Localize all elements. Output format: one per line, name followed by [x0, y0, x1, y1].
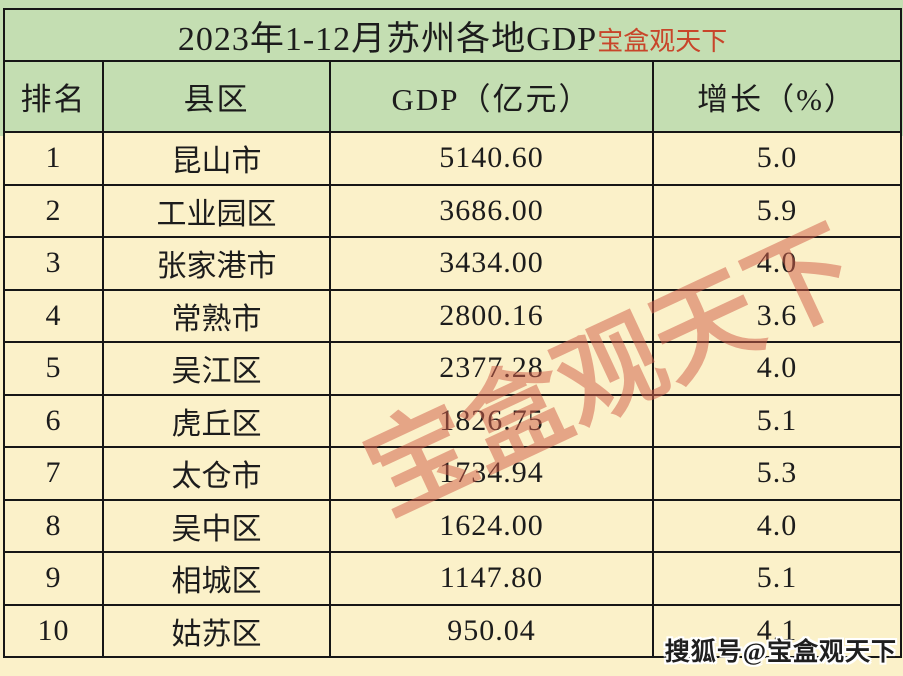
column-header-growth: 增长（%）: [651, 60, 903, 133]
table-row: 7 太仓市 1734.94 5.3: [3, 446, 903, 501]
cell-district: 张家港市: [102, 236, 331, 291]
cell-growth: 5.1: [651, 393, 903, 448]
column-header-gdp: GDP（亿元）: [329, 60, 654, 133]
page-title: 2023年1-12月苏州各地GDP: [177, 20, 598, 58]
cell-rank: 10: [3, 603, 104, 658]
table-title-cell: 2023年1-12月苏州各地GDP宝盒观天下: [2, 8, 903, 62]
table-row: 1 昆山市 5140.60 5.0: [3, 131, 903, 186]
cell-rank: 7: [3, 446, 104, 501]
cell-rank: 4: [3, 288, 104, 343]
table-row: 3 张家港市 3434.00 4.0: [3, 236, 903, 291]
cell-growth: 5.9: [651, 183, 903, 238]
cell-district: 常熟市: [102, 288, 331, 343]
cell-growth: 5.0: [651, 131, 903, 186]
cell-gdp: 2377.28: [329, 341, 654, 396]
cell-gdp: 5140.60: [329, 131, 654, 186]
bottom-right-watermark: 搜狐号@宝盒观天下: [664, 639, 897, 666]
cell-gdp: 1147.80: [329, 551, 654, 606]
cell-district: 吴中区: [102, 498, 331, 553]
cell-district: 相城区: [102, 551, 331, 606]
cell-growth: 4.0: [651, 498, 903, 553]
table-row: 2 工业园区 3686.00 5.9: [3, 183, 903, 238]
column-header-district: 县区: [102, 60, 331, 133]
table-row: 10 姑苏区 950.04 4.1: [3, 603, 903, 658]
cell-gdp: 2800.16: [329, 288, 654, 343]
cell-district: 太仓市: [102, 446, 331, 501]
column-header-rank: 排名: [3, 60, 104, 133]
cell-rank: 1: [3, 131, 104, 186]
cell-district: 虎丘区: [102, 393, 331, 448]
cell-gdp: 1624.00: [329, 498, 654, 553]
table-header-row: 排名 县区 GDP（亿元） 增长（%）: [3, 60, 903, 133]
cell-district: 工业园区: [102, 183, 331, 238]
table-title-row: 2023年1-12月苏州各地GDP宝盒观天下: [2, 8, 903, 62]
cell-growth: 4.0: [651, 341, 903, 396]
brand-label: 宝盒观天下: [597, 26, 728, 56]
table-row: 5 吴江区 2377.28 4.0: [3, 341, 903, 396]
cell-gdp: 950.04: [329, 603, 654, 658]
cell-growth: 4.0: [651, 236, 903, 291]
cell-growth: 5.3: [651, 446, 903, 501]
cell-growth: 3.6: [651, 288, 903, 343]
gdp-table: 2023年1-12月苏州各地GDP宝盒观天下 排名 县区 GDP（亿元） 增长（…: [2, 8, 903, 658]
cell-growth: 4.1: [651, 603, 903, 658]
cell-rank: 8: [3, 498, 104, 553]
cell-gdp: 3434.00: [329, 236, 654, 291]
cell-gdp: 3686.00: [329, 183, 654, 238]
table-row: 6 虎丘区 1826.75 5.1: [3, 393, 903, 448]
table-row: 4 常熟市 2800.16 3.6: [3, 288, 903, 343]
cell-district: 昆山市: [102, 131, 331, 186]
cell-rank: 6: [3, 393, 104, 448]
cell-growth: 5.1: [651, 551, 903, 606]
table-row: 9 相城区 1147.80 5.1: [3, 551, 903, 606]
cell-gdp: 1734.94: [329, 446, 654, 501]
table-row: 8 吴中区 1624.00 4.0: [3, 498, 903, 553]
cell-district: 吴江区: [102, 341, 331, 396]
cell-rank: 9: [3, 551, 104, 606]
cell-district: 姑苏区: [102, 603, 331, 658]
cell-rank: 3: [3, 236, 104, 291]
cell-rank: 2: [3, 183, 104, 238]
cell-rank: 5: [3, 341, 104, 396]
cell-gdp: 1826.75: [329, 393, 654, 448]
